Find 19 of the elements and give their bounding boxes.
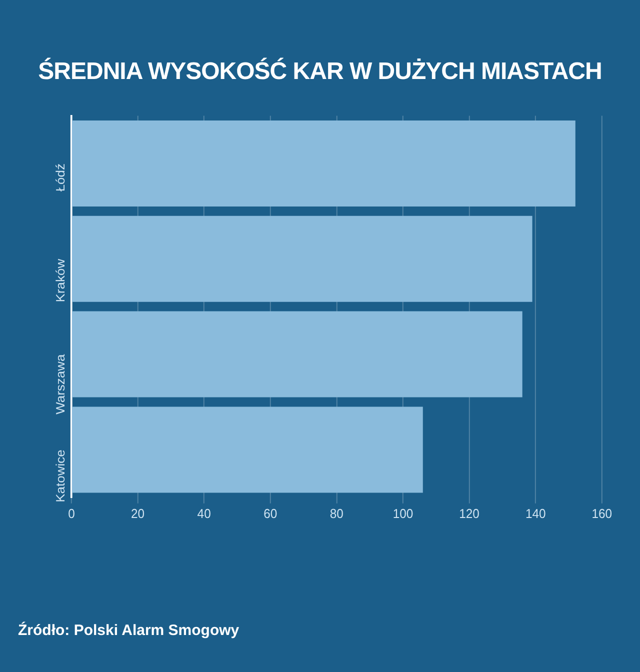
- y-tick-label: Warszawa: [54, 354, 68, 414]
- x-tick-label: 100: [392, 506, 414, 521]
- y-tick-label: Łódź: [54, 164, 68, 192]
- x-tick-label: 140: [525, 506, 546, 521]
- x-tick-label: 120: [459, 506, 480, 521]
- text: Źródło: Polski Alarm Smogowy: [18, 622, 240, 639]
- bar: [72, 120, 576, 207]
- x-tick-label: 160: [592, 506, 612, 521]
- x-tick-label: 40: [197, 506, 211, 521]
- x-tick-label: 0: [68, 506, 75, 521]
- x-tick-label: 60: [264, 506, 278, 521]
- x-tick-label: 80: [330, 506, 344, 521]
- x-tick-label: 20: [131, 506, 145, 521]
- chart-title: ŚREDNIA WYSOKOŚĆ KAR W DUŻYCH MIASTACH: [37, 58, 603, 86]
- bar: [72, 311, 522, 398]
- y-tick-label: Kraków: [54, 258, 68, 302]
- bar: [72, 216, 532, 302]
- y-tick-label: Katowice: [54, 450, 68, 502]
- bar: [72, 406, 423, 493]
